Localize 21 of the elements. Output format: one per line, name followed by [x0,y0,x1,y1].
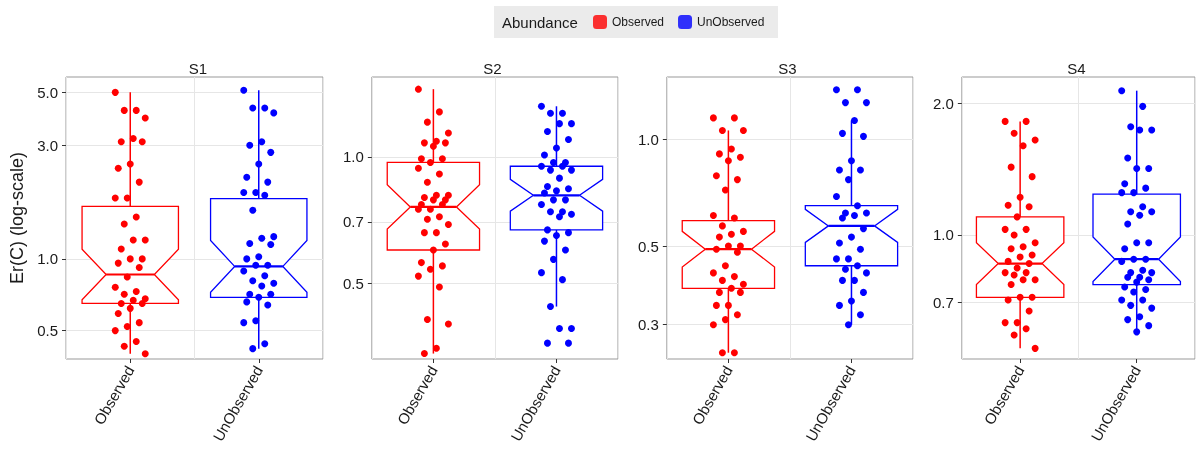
y-tick-label: 0.7 [932,294,954,312]
y-tick-label: 0.5 [637,237,659,255]
y-tick-label: 0.3 [637,316,659,334]
y-tick-label: 3.0 [37,136,58,154]
legend-label: Observed [612,15,665,29]
y-tick-label: 5.0 [37,83,58,101]
chart-title: S3 [778,60,797,77]
legend-label: UnObserved [697,15,765,29]
y-axis-title: Er(C) (log-scale) [7,151,27,285]
legend-title: Abundance [502,13,578,31]
y-tick-label: 0.7 [342,213,364,231]
y-tick-label: 1.0 [37,250,58,268]
chart-title: S2 [483,60,502,77]
y-tick-label: 2.0 [932,95,954,113]
y-tick-label: 1.0 [342,148,364,166]
y-tick-label: 0.5 [37,322,58,340]
y-tick-label: 1.0 [637,130,659,148]
y-tick-label: 0.5 [342,274,364,292]
chart-title: S1 [188,60,208,77]
y-tick-label: 1.0 [932,226,954,244]
chart-title: S4 [1067,60,1086,77]
